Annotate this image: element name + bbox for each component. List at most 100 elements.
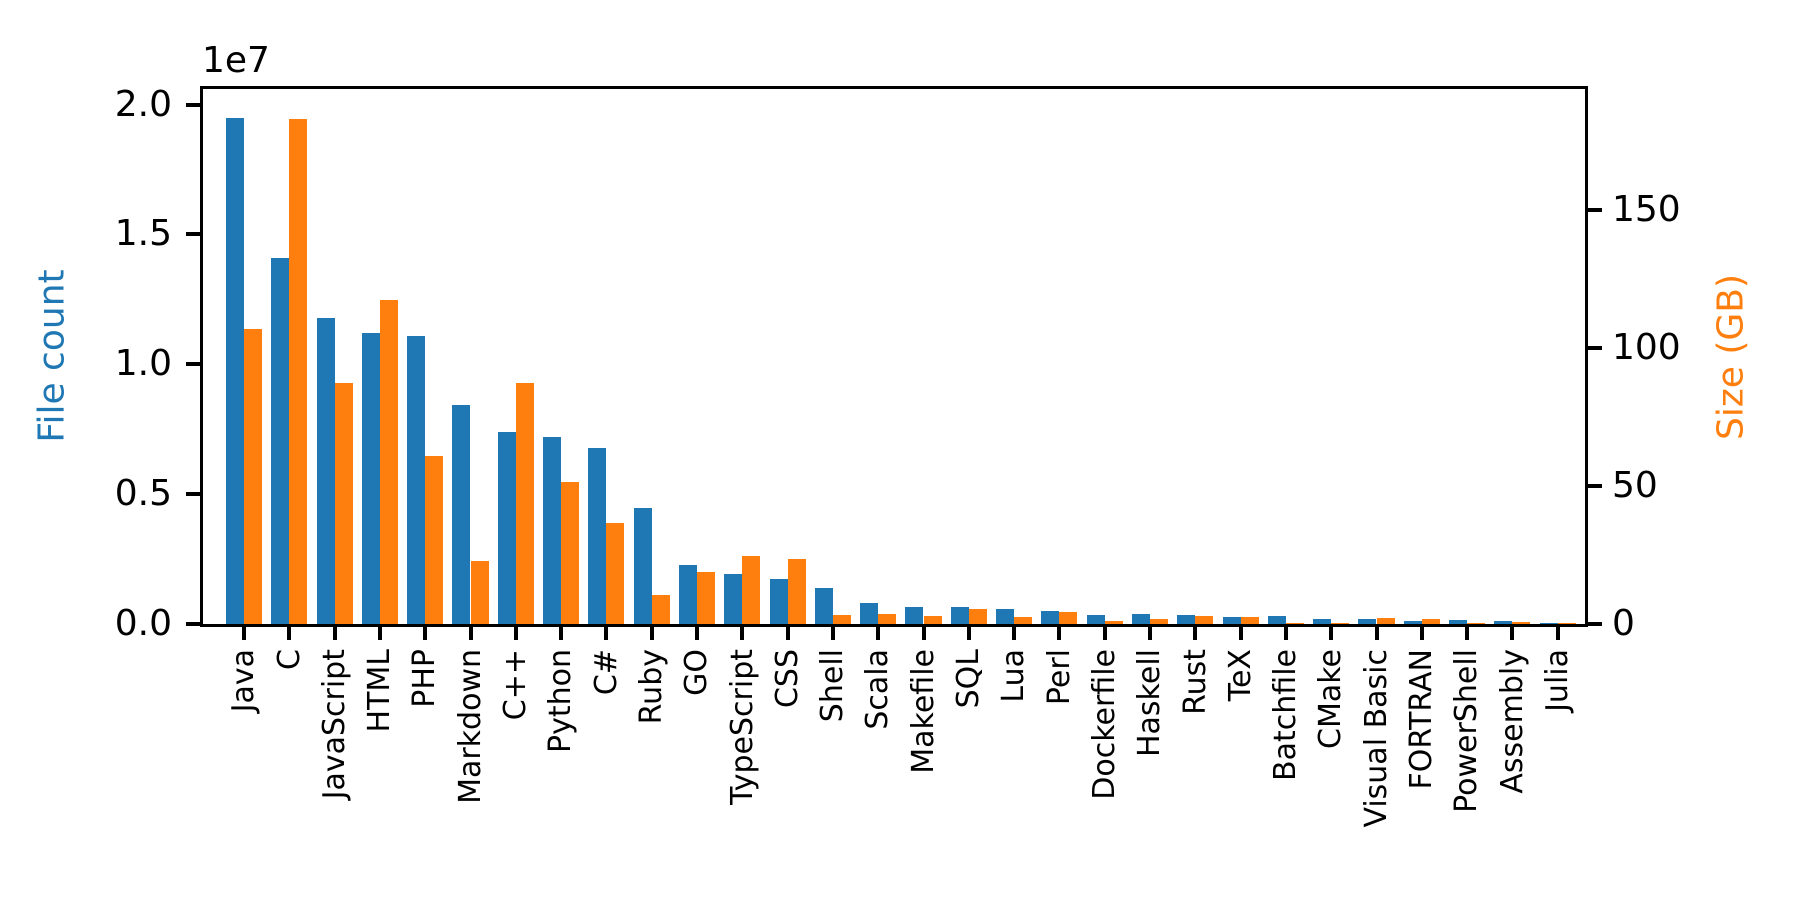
x-tick-label-text: Assembly [1494, 649, 1530, 794]
x-tick-label-text: Java [226, 649, 262, 713]
bar-file-count [497, 431, 516, 624]
bar-file-count [1358, 619, 1377, 624]
x-tick-label: TypeScript [717, 649, 767, 805]
x-tickmark [1555, 627, 1560, 640]
x-tick-label: Shell [808, 649, 858, 722]
bar-size-gb [1467, 623, 1486, 624]
x-tick-label-text: C++ [498, 649, 534, 721]
x-tick-label: C# [581, 649, 631, 695]
bar-size-gb [697, 571, 716, 624]
bar-file-count [769, 579, 788, 624]
bar-file-count [1494, 621, 1513, 624]
x-tick-label-text: C [271, 649, 307, 670]
bar-file-count [1539, 622, 1558, 624]
x-tick-label: CMake [1306, 649, 1356, 749]
left-y-tickmark [186, 492, 200, 497]
x-tick-label: TeX [1216, 649, 1266, 701]
x-tickmark [377, 627, 382, 640]
bar-file-count [1131, 614, 1150, 624]
bar-size-gb [742, 556, 761, 624]
x-tick-label: Dockerfile [1080, 649, 1130, 800]
x-tickmark [423, 627, 428, 640]
bar-size-gb [561, 481, 580, 624]
x-tick-label: CSS [763, 649, 813, 708]
right-y-tickmark [1588, 346, 1602, 351]
bar-size-gb [425, 455, 444, 624]
bar-file-count [860, 603, 879, 624]
left-y-tickmark [186, 102, 200, 107]
x-tickmark [830, 627, 835, 640]
bar-size-gb [968, 609, 987, 624]
bar-size-gb [289, 119, 308, 624]
bar-size-gb [1331, 622, 1350, 624]
x-tickmark [1419, 627, 1424, 640]
x-tickmark [513, 627, 518, 640]
right-y-tick-label: 0 [1612, 603, 1635, 644]
x-tick-label-text: Rust [1177, 649, 1213, 715]
x-tick-label-text: Makefile [905, 649, 941, 774]
x-tick-label: Assembly [1487, 649, 1537, 794]
bar-size-gb [923, 615, 942, 624]
x-tickmark [1102, 627, 1107, 640]
x-tick-label-text: TypeScript [724, 649, 760, 805]
x-tick-label-text: Ruby [633, 649, 669, 725]
bar-file-count [588, 447, 607, 624]
bar-size-gb [470, 560, 489, 624]
bar-size-gb [1104, 621, 1123, 624]
left-y-tick-label: 1.0 [114, 343, 172, 385]
x-tick-label-text: PowerShell [1449, 649, 1485, 813]
bar-size-gb [1150, 618, 1169, 624]
bar-size-gb [244, 328, 263, 624]
x-tick-label: Java [219, 649, 269, 712]
x-tick-label-text: Visual Basic [1358, 649, 1394, 828]
right-y-tick-label: 150 [1612, 189, 1681, 231]
x-tick-label: C [264, 649, 314, 670]
right-y-tickmark [1588, 622, 1602, 626]
x-tick-label-text: FORTRAN [1404, 649, 1440, 790]
x-tick-label-text: Julia [1539, 649, 1575, 712]
bar-size-gb [334, 382, 353, 624]
x-tickmark [740, 627, 745, 640]
bar-file-count [1449, 620, 1468, 624]
bar-file-count [950, 606, 969, 624]
x-tick-label: C++ [491, 649, 541, 720]
bar-size-gb [379, 299, 398, 624]
bar-size-gb [1557, 623, 1576, 624]
x-tick-label: Scala [853, 649, 903, 730]
x-tickmark [876, 627, 881, 640]
bar-size-gb [878, 613, 897, 624]
x-tick-label: FORTRAN [1397, 649, 1447, 789]
left-y-tickmark [186, 362, 200, 367]
bar-file-count [225, 117, 244, 624]
x-tick-label-text: Haskell [1132, 649, 1168, 758]
x-tickmark [785, 627, 790, 640]
left-y-tick-label: 2.0 [114, 83, 172, 125]
x-tick-label: Julia [1533, 649, 1583, 712]
bar-file-count [1267, 616, 1286, 624]
x-tickmark [1238, 627, 1243, 640]
x-tick-label: Haskell [1125, 649, 1175, 757]
bar-file-count [361, 333, 380, 624]
bar-file-count [1222, 617, 1241, 624]
x-tick-label-text: TeX [1222, 649, 1258, 702]
bar-file-count [1313, 619, 1332, 624]
bar-file-count [452, 404, 471, 624]
x-tickmark [242, 627, 246, 640]
bar-size-gb [1512, 622, 1531, 624]
x-tick-label: PHP [400, 649, 450, 708]
plot-area [200, 86, 1588, 627]
bar-file-count [724, 574, 743, 624]
x-tick-label-text: Markdown [452, 649, 488, 804]
y-axis-offset-text: 1e7 [202, 40, 270, 81]
x-tick-label: Markdown [446, 649, 496, 804]
x-tick-label: GO [672, 649, 722, 696]
bar-file-count [1403, 621, 1422, 624]
x-tick-label-text: Python [543, 649, 579, 753]
x-tickmark [695, 627, 699, 640]
bar-size-gb [832, 615, 851, 624]
x-tick-label-text: CSS [769, 649, 805, 709]
x-tick-label-text: HTML [362, 649, 398, 733]
bar-size-gb [787, 559, 806, 624]
bar-size-gb [1376, 618, 1395, 624]
x-tickmark [468, 627, 473, 640]
